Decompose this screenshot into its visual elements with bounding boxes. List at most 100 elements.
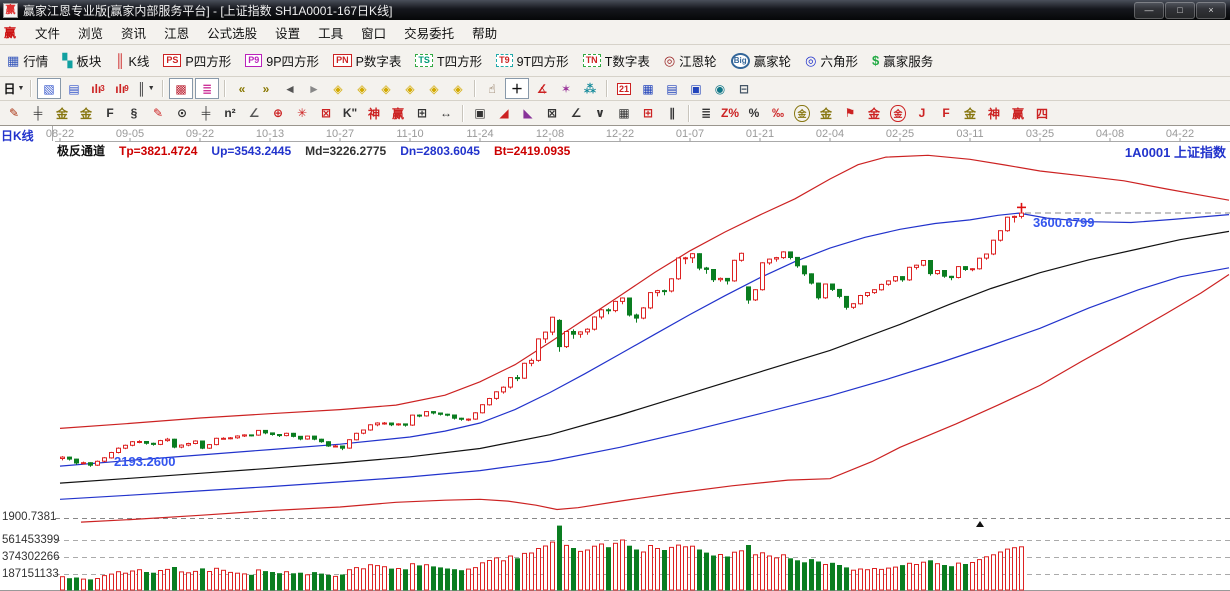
menu-gann[interactable]: 江恩 [164,26,190,41]
minimize-button[interactable]: — [1134,1,1164,19]
f-angle-tool[interactable]: F [935,104,957,123]
p-number-table-button[interactable]: PN P数字表 [326,48,408,74]
kline-button[interactable]: ║ K线 [108,48,156,74]
9t-square-button[interactable]: T9 9T四方形 [489,48,576,74]
zoom-diamond-right[interactable]: ◈ [351,79,373,98]
grid-tool[interactable]: ▦ [613,104,635,123]
mind-tool[interactable]: ⁂ [579,79,601,98]
angle-measure-tool[interactable]: ∡ [531,79,553,98]
fan-lines-red-tool[interactable]: ◢ [493,104,515,123]
ying-tool[interactable]: 赢 [387,104,409,123]
crosshair-tool[interactable]: ＋ [505,78,529,99]
n-square-tool[interactable]: n² [219,104,241,123]
shen-angle-tool[interactable]: 神 [983,104,1005,123]
h-arrows-tool[interactable]: ↔ [435,104,457,123]
hand-tool[interactable]: ☝ [481,79,503,98]
gold-angle-tool[interactable]: 金 [959,104,981,123]
calculator-tool[interactable]: ▦ [637,79,659,98]
menu-settings[interactable]: 设置 [275,26,301,41]
candle-style-selector[interactable]: ║ ▼ [135,79,157,98]
permille-tool[interactable]: ‰ [767,104,789,123]
jump-first-button[interactable]: « [231,79,253,98]
sectors-button[interactable]: ▚ 板块 [55,48,108,74]
gold-wave-tool[interactable]: 金 [863,104,885,123]
close-button[interactable]: × [1196,1,1226,19]
period-day-selector[interactable]: 日 ▼ [3,79,25,98]
menu-browse[interactable]: 浏览 [78,26,104,41]
menu-file[interactable]: 文件 [35,26,61,41]
pencil-2-tool[interactable]: ✎ [147,104,169,123]
info-panel-tool[interactable]: ▤ [63,79,85,98]
bars-3-period-tool[interactable]: ılı 3 [91,81,105,96]
tick-overlay-tool[interactable]: ≣ [195,78,219,99]
calendar-tool[interactable]: 21 [613,79,635,98]
gann-wheel-button[interactable]: ◎ 江恩轮 [657,48,724,74]
fan-box-purple-tool[interactable]: ◣ [517,104,539,123]
grid-125-tool[interactable]: ⊞ [411,104,433,123]
step-back-button[interactable]: ◄ [279,79,301,98]
zoom-diamond-compress[interactable]: ◈ [399,79,421,98]
circle-clock-tool[interactable]: ⊙ [171,104,193,123]
zoom-diamond-full[interactable]: ◈ [447,79,469,98]
f-ruler-tool[interactable]: F [99,104,121,123]
menu-trading[interactable]: 交易委托 [404,26,455,41]
flower-tool[interactable]: ✶ [555,79,577,98]
circle-crosshair-tool[interactable]: ⊕ [267,104,289,123]
kline-chart[interactable]: 08-22 09-05 09-22 10-13 10-27 11-10 11-24 12-08… [0,126,1230,591]
p-square-button[interactable]: PS P四方形 [156,48,238,74]
gold-red-circle-tool[interactable]: 金 [887,104,909,123]
angle-a-tool[interactable]: ∠ [243,104,265,123]
gold-ruler-1-tool[interactable]: 金 [51,104,73,123]
step-forward-button[interactable]: ► [303,79,325,98]
star-radiation-tool[interactable]: ✳ [291,104,313,123]
save-tool[interactable]: ▣ [685,79,707,98]
gold-lines-tool[interactable]: 金 [815,104,837,123]
pencil-tool[interactable]: ✎ [3,104,25,123]
si-angle-tool[interactable]: 四 [1031,104,1053,123]
hexagon-button[interactable]: ◎ 六角形 [798,48,865,74]
zoom-diamond-expand[interactable]: ◈ [375,79,397,98]
menu-formula-picker[interactable]: 公式选股 [207,26,258,41]
jump-last-button[interactable]: » [255,79,277,98]
flag-pencil-tool[interactable]: ⚑ [839,104,861,123]
menu-tools[interactable]: 工具 [318,26,344,41]
z-percent-tool[interactable]: Z% [719,104,741,123]
ying-angle-tool[interactable]: 赢 [1007,104,1029,123]
overlay-chart-tool[interactable]: ▧ [37,78,61,99]
t-number-table-button[interactable]: TN T数字表 [576,48,657,74]
k-quote-tool[interactable]: K" [339,104,361,123]
gold-ruler-2-tool[interactable]: 金 [75,104,97,123]
menu-help[interactable]: 帮助 [472,26,498,41]
browser-tool[interactable]: ◉ [709,79,731,98]
spiral-tool[interactable]: § [123,104,145,123]
pattern-overlay-tool-icon: ▩ [175,81,187,96]
bars-9-period-tool[interactable]: ılı 9 [115,81,129,96]
parallel-lines-tool[interactable]: ∥ [661,104,683,123]
winner-service-button[interactable]: $ 赢家服务 [865,48,940,74]
grid-red-tool[interactable]: ⊞ [637,104,659,123]
zoom-diamond-left[interactable]: ◈ [327,79,349,98]
menu-window[interactable]: 窗口 [361,26,387,41]
percent-scale-tool[interactable]: ≣ [695,104,717,123]
t-square-button[interactable]: TS T四方形 [408,48,489,74]
web-box-tool[interactable]: ⊠ [315,104,337,123]
box-diagonal-tool[interactable]: ⊠ [541,104,563,123]
winner-wheel-button[interactable]: Big 赢家轮 [724,48,798,74]
9p-square-button[interactable]: P9 9P四方形 [238,48,326,74]
notepad-tool[interactable]: ▤ [661,79,683,98]
ruler-h-tool[interactable]: ╪ [27,104,49,123]
angle-lines-tool[interactable]: ∠ [565,104,587,123]
ruler-2-tool[interactable]: ╪ [195,104,217,123]
pattern-overlay-tool[interactable]: ▩ [169,78,193,99]
quotes-button[interactable]: ▦ 行情 [0,48,55,74]
print-tool[interactable]: ⊟ [733,79,755,98]
zoom-diamond-star[interactable]: ◈ [423,79,445,98]
rect-tool[interactable]: ▣ [469,104,491,123]
j-angle-tool[interactable]: J [911,104,933,123]
menu-news[interactable]: 资讯 [121,26,147,41]
percent-tool[interactable]: % [743,104,765,123]
maximize-button[interactable]: □ [1165,1,1195,19]
shen-tool[interactable]: 神 [363,104,385,123]
v-lines-tool[interactable]: ∨ [589,104,611,123]
gold-circle-tool[interactable]: 金 [791,104,813,123]
